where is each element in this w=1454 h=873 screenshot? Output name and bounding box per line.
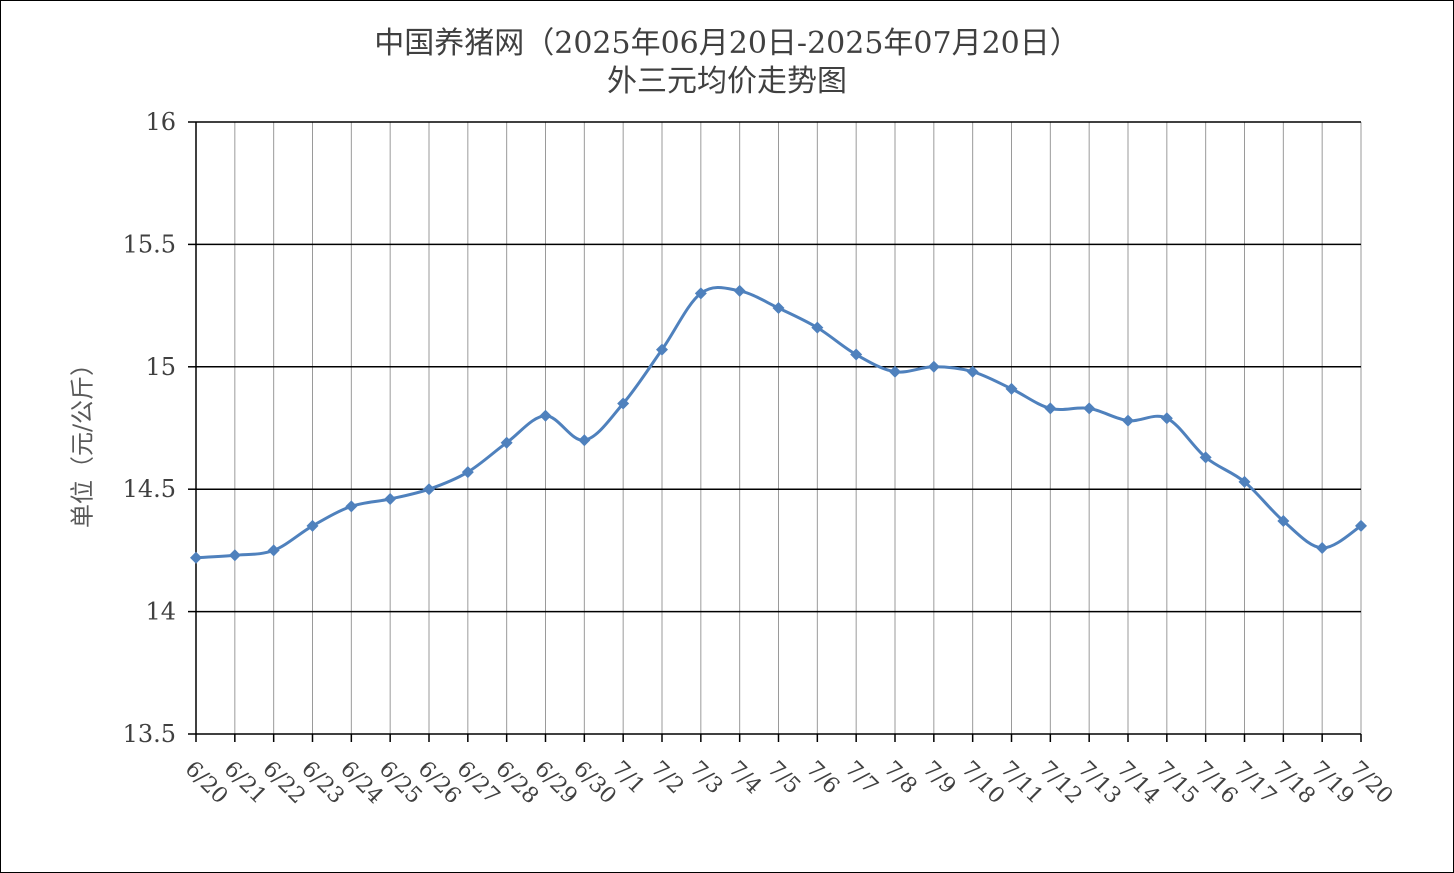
data-point-marker (850, 348, 863, 361)
x-tick-label: 7/3 (685, 757, 728, 800)
data-point-marker (811, 321, 824, 334)
x-tick-label: 7/9 (918, 757, 961, 800)
data-point-marker (1277, 515, 1290, 528)
x-axis (195, 122, 1362, 742)
x-tick-label: 6/27 (452, 757, 505, 810)
y-tick-label: 15 (145, 353, 176, 381)
series-markers (190, 284, 1367, 564)
x-tick-label: 7/2 (646, 757, 689, 800)
x-tick-label: 6/21 (219, 757, 272, 810)
x-tick-label: 7/11 (995, 757, 1048, 810)
y-tick-label: 14.5 (123, 475, 176, 503)
x-tick-label: 6/23 (296, 757, 349, 810)
data-point-marker (539, 409, 552, 422)
x-tick-label: 7/16 (1189, 757, 1242, 810)
data-point-marker (772, 302, 785, 315)
data-point-marker (1044, 402, 1057, 415)
data-point-marker (656, 343, 668, 356)
vertical-gridlines (195, 122, 1362, 734)
x-tick-label: 7/12 (1034, 757, 1087, 810)
x-tick-label: 7/15 (1151, 757, 1204, 810)
data-point-marker (384, 492, 397, 505)
x-tick-label: 6/20 (180, 757, 233, 810)
x-tick-label: 7/13 (1073, 757, 1126, 810)
data-point-marker (578, 434, 591, 447)
chart-title: 中国养猪网（2025年06月20日-2025年07月20日） (374, 26, 1080, 61)
x-tick-label: 6/30 (568, 757, 621, 810)
x-tick-label: 7/10 (956, 757, 1009, 810)
x-tick-label: 6/24 (335, 757, 388, 810)
x-tick-label: 6/26 (413, 757, 466, 810)
data-point-marker (1005, 382, 1018, 395)
data-point-marker (1122, 414, 1134, 427)
x-tick-label: 7/5 (762, 757, 805, 800)
x-tick-label: 6/29 (529, 757, 582, 810)
data-point-marker (1160, 412, 1173, 425)
data-point-marker (190, 551, 202, 564)
x-tick-label: 6/28 (490, 757, 543, 810)
y-tick-label: 15.5 (123, 230, 176, 258)
data-point-marker (1316, 541, 1329, 554)
x-tick-label: 7/19 (1306, 757, 1359, 810)
y-axis-ticks: 13.5 14 14.5 15 15.5 16 (123, 108, 176, 748)
data-point-marker (461, 466, 474, 479)
data-point-marker (500, 436, 513, 449)
data-point-marker (228, 549, 241, 562)
x-tick-label: 7/8 (879, 757, 922, 800)
x-tick-label: 7/17 (1228, 757, 1281, 810)
x-tick-label: 7/7 (840, 757, 883, 800)
data-point-marker (423, 483, 435, 496)
x-tick-label: 7/14 (1112, 757, 1165, 810)
data-point-marker (889, 365, 901, 378)
data-point-marker (267, 544, 280, 557)
x-tick-label: 7/20 (1345, 757, 1398, 810)
horizontal-gridlines (188, 121, 1361, 735)
y-tick-label: 13.5 (123, 720, 176, 748)
y-tick-label: 16 (145, 108, 176, 136)
x-axis-ticks: 6/206/216/226/236/246/256/266/276/286/29… (180, 757, 1398, 810)
data-point-marker (966, 365, 979, 378)
data-point-marker (617, 397, 630, 410)
data-point-marker (345, 500, 358, 513)
y-tick-label: 14 (145, 598, 176, 626)
x-tick-label: 6/22 (257, 757, 310, 810)
data-point-marker (306, 519, 319, 532)
chart-subtitle: 外三元均价走势图 (607, 64, 847, 99)
data-point-marker (1199, 451, 1212, 464)
x-tick-label: 7/6 (801, 757, 844, 800)
x-tick-label: 7/18 (1267, 757, 1320, 810)
data-point-marker (1238, 475, 1251, 488)
data-point-marker (1355, 519, 1367, 532)
x-tick-label: 7/4 (723, 757, 766, 800)
x-tick-label: 6/25 (374, 757, 427, 810)
data-point-marker (694, 287, 707, 300)
data-point-marker (733, 284, 746, 297)
data-point-marker (1083, 402, 1096, 415)
data-point-marker (927, 360, 940, 373)
